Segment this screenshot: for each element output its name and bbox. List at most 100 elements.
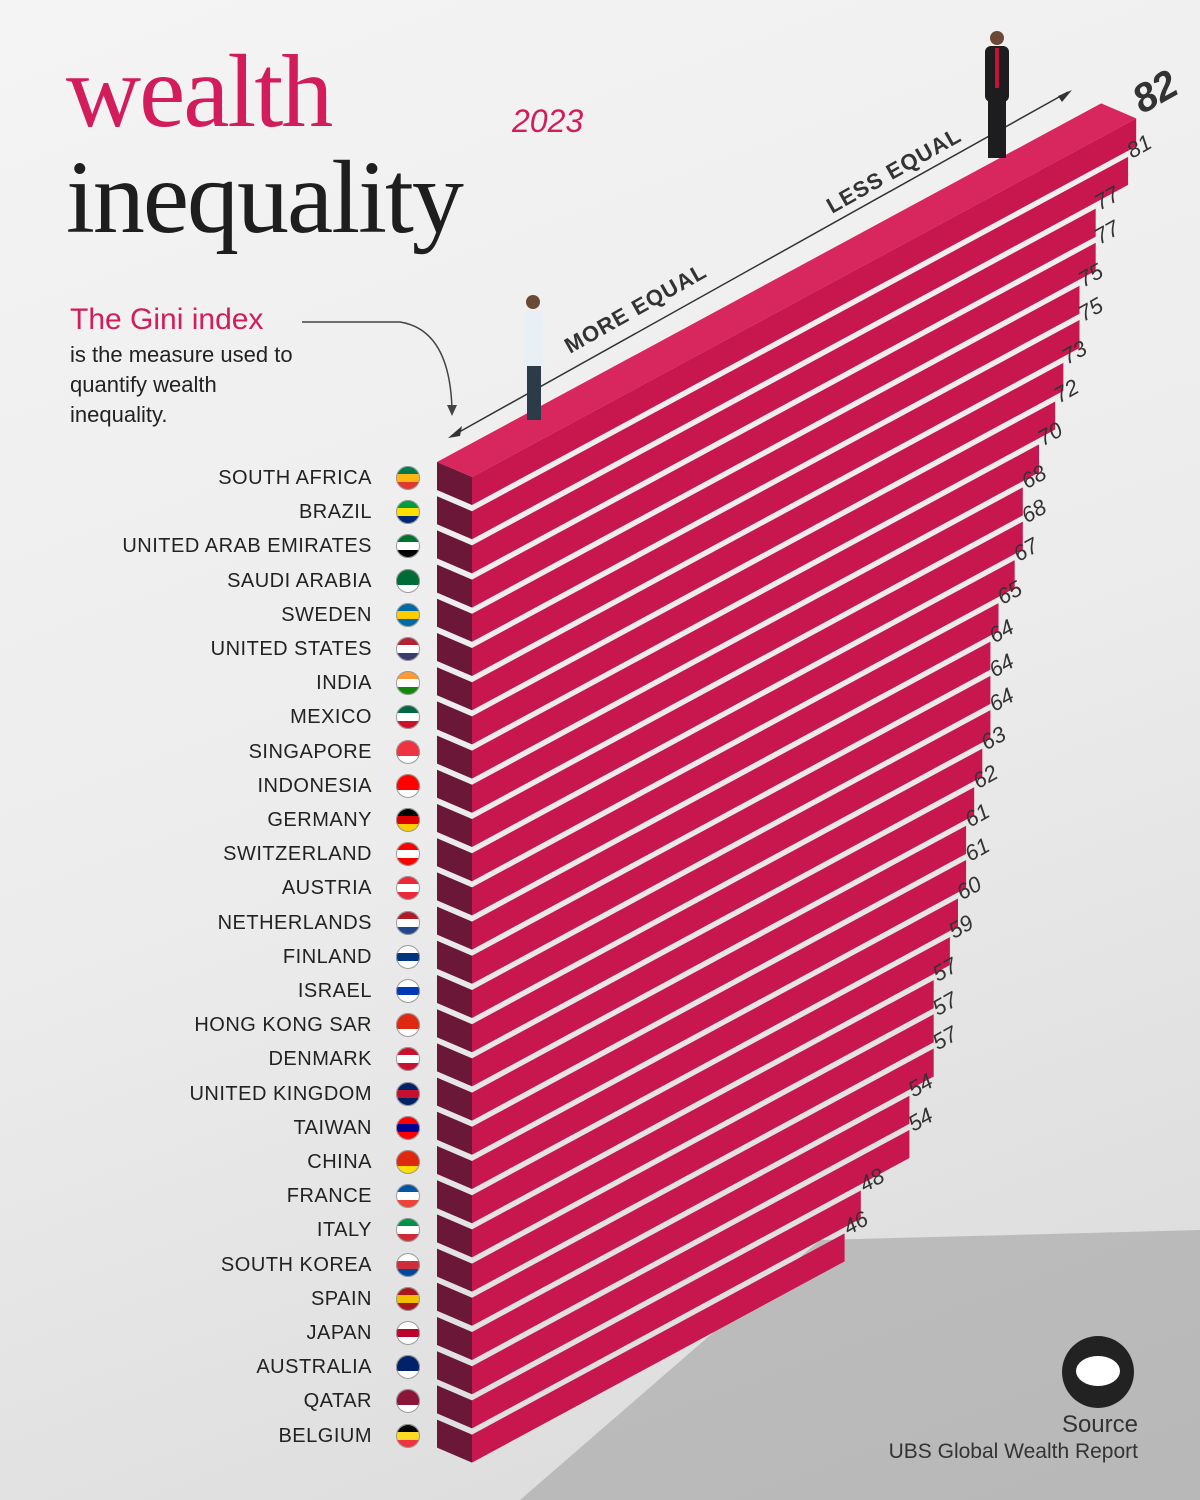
bar xyxy=(437,285,1080,642)
flag-icon xyxy=(396,979,420,1003)
bar xyxy=(437,1190,861,1429)
bar-end-cap xyxy=(437,838,472,882)
country-label: SOUTH KOREA xyxy=(220,1253,372,1276)
bar xyxy=(437,103,1137,505)
bar-side-face xyxy=(472,1233,845,1463)
bar-end-cap xyxy=(437,1351,472,1395)
country-label: ITALY xyxy=(316,1219,372,1242)
bar xyxy=(437,362,1064,711)
bar-end-cap xyxy=(437,598,472,642)
flag-icon xyxy=(396,1013,420,1038)
bar-end-cap xyxy=(437,701,472,745)
country-label: ISRAEL xyxy=(297,980,372,1002)
bar xyxy=(437,208,1096,574)
bar-end-cap xyxy=(437,1009,472,1053)
flag-icon xyxy=(396,1321,420,1345)
bar xyxy=(437,937,950,1224)
bar-end-cap xyxy=(437,1146,472,1189)
bar-top-face xyxy=(437,103,1137,477)
bar-side-face xyxy=(472,898,958,1189)
flag-icon xyxy=(396,1389,420,1414)
bar-side-face xyxy=(472,560,1015,882)
bar xyxy=(437,242,1096,608)
bar-end-cap xyxy=(437,667,472,711)
country-label: INDONESIA xyxy=(257,774,372,797)
bar-side-face xyxy=(472,675,991,984)
flag-icon xyxy=(396,1218,420,1243)
flag-icon xyxy=(396,1286,420,1311)
bar-side-face xyxy=(472,285,1080,642)
bar-side-face xyxy=(472,487,1023,813)
bar xyxy=(437,401,1056,745)
bar-end-cap xyxy=(437,975,472,1018)
country-label: BRAZIL xyxy=(298,501,372,524)
bar xyxy=(437,787,975,1087)
description-text: is the measure used to quantify wealth i… xyxy=(70,342,293,427)
title-year: 2023 xyxy=(512,103,584,139)
description-heading: The Gini index xyxy=(70,303,264,336)
country-label: SWITZERLAND xyxy=(223,843,372,866)
flag-icon xyxy=(396,602,420,627)
country-label: FINLAND xyxy=(282,945,372,968)
flag-icon xyxy=(396,466,420,490)
bar xyxy=(437,859,967,1155)
bar-side-face xyxy=(472,242,1096,608)
publisher-logo xyxy=(1062,1336,1134,1408)
bar-end-cap xyxy=(437,633,472,676)
bar-side-face xyxy=(472,156,1129,540)
bar xyxy=(437,1095,910,1360)
bar xyxy=(437,641,991,950)
bar xyxy=(437,748,983,1053)
country-label: HONG KONG SAR xyxy=(194,1014,372,1037)
country-label: SINGAPORE xyxy=(248,740,372,763)
bar-side-face xyxy=(472,319,1080,676)
country-label: BELGIUM xyxy=(278,1424,372,1447)
flag-icon xyxy=(396,773,420,798)
bar xyxy=(437,521,1023,847)
flag-icon xyxy=(396,568,420,593)
flag-icon xyxy=(396,1081,420,1106)
bar xyxy=(437,710,991,1018)
bar-side-face xyxy=(472,1014,934,1292)
pointer-arrow xyxy=(302,321,453,411)
bar-end-cap xyxy=(437,1419,472,1463)
bar xyxy=(437,825,967,1121)
flag-icon xyxy=(396,671,420,696)
country-label: SOUTH AFRICA xyxy=(218,467,372,489)
bar xyxy=(437,980,934,1258)
country-label: UNITED STATES xyxy=(210,638,372,660)
country-label: AUSTRIA xyxy=(281,877,372,900)
bar-side-face xyxy=(472,401,1056,745)
bar-end-cap xyxy=(437,906,472,950)
bar-end-cap xyxy=(437,1317,472,1360)
bar-side-face xyxy=(472,1048,934,1326)
bar-side-face xyxy=(472,825,967,1121)
bar-end-cap xyxy=(437,1282,472,1326)
person-figure-high xyxy=(985,31,1009,158)
value-label: 82 xyxy=(1125,62,1185,122)
flag-icon xyxy=(396,1047,420,1072)
bar-end-cap xyxy=(437,1214,472,1258)
bar-end-cap xyxy=(437,496,472,540)
source-label: Source xyxy=(1061,1411,1138,1438)
bar-end-cap xyxy=(437,1385,472,1429)
bar-end-cap xyxy=(437,940,472,984)
bar-side-face xyxy=(472,710,991,1018)
flag-icon xyxy=(396,1252,420,1277)
flag-icon xyxy=(396,637,420,661)
country-label: CHINA xyxy=(307,1151,372,1173)
bar-end-cap xyxy=(437,1248,472,1292)
bar-end-cap xyxy=(437,564,472,608)
bar xyxy=(437,560,1015,882)
flag-icon xyxy=(396,910,420,935)
bar xyxy=(437,603,999,916)
title-line2: inequality xyxy=(66,140,464,255)
bar-side-face xyxy=(472,1190,861,1429)
country-label: DENMARK xyxy=(268,1048,372,1071)
country-label: QATAR xyxy=(303,1390,372,1413)
bar xyxy=(437,1014,934,1292)
bar-end-cap xyxy=(437,735,472,779)
bar-side-face xyxy=(472,748,983,1053)
